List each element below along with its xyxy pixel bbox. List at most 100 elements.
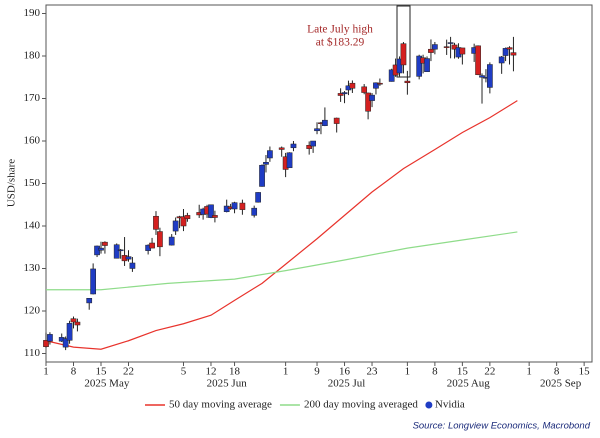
x-group-label: 2025 Jul [328, 378, 366, 390]
candle-body [443, 46, 450, 48]
candle-body [113, 244, 120, 259]
candle-body [239, 202, 246, 210]
x-tick-label: 5 [181, 366, 187, 378]
candle-body [306, 145, 313, 149]
x-group-label: 2025 Aug [447, 378, 491, 390]
candle-body [157, 231, 163, 248]
candle-body [90, 268, 96, 295]
candle-body [290, 143, 297, 149]
highlight-box [396, 5, 411, 78]
candle-body [502, 48, 509, 56]
candle-body [172, 220, 179, 232]
legend-label: 200 day moving averaged [304, 399, 418, 411]
candle-body [66, 323, 73, 341]
candle-body [396, 58, 403, 74]
candle-body [341, 92, 348, 95]
candle-body [377, 82, 383, 85]
y-tick-label: 150 [24, 177, 41, 189]
x-tick-label: 1 [43, 366, 49, 378]
candle-body [259, 164, 265, 187]
candle-body [208, 204, 214, 218]
candle-body [349, 82, 356, 89]
x-tick-label: 8 [71, 366, 77, 378]
x-tick-label: 15 [457, 366, 469, 378]
y-tick-label: 180 [24, 50, 41, 62]
candle-body [459, 47, 466, 55]
y-tick-label: 140 [24, 220, 41, 232]
y-tick-label: 130 [24, 262, 41, 274]
x-tick-label: 9 [314, 366, 320, 378]
x-tick-label: 15 [579, 366, 591, 378]
legend-label: 50 day moving average [169, 399, 272, 411]
y-axis-label: USD/share [6, 159, 18, 207]
x-tick-label: 23 [367, 366, 379, 378]
candle-body [498, 56, 505, 64]
candle-body [428, 48, 434, 53]
x-group-label: 2025 May [84, 378, 129, 390]
legend-label: Nvidia [435, 399, 465, 411]
candle-body [322, 119, 328, 126]
y-tick-label: 110 [24, 347, 41, 359]
candle-body [98, 247, 104, 251]
x-group-label: 2025 Jun [207, 378, 248, 390]
legend-swatch [425, 401, 433, 409]
candle-body [86, 298, 93, 304]
candle-body [267, 150, 273, 159]
candle-body [506, 47, 513, 50]
candle-body [310, 140, 316, 147]
candle-body [432, 44, 438, 50]
candle-body [125, 256, 132, 260]
candle-body [314, 128, 320, 132]
moving-average-line [46, 231, 518, 291]
candle-body [400, 43, 407, 66]
x-tick-label: 15 [95, 366, 107, 378]
candle-body [447, 42, 454, 44]
y-tick-label: 120 [24, 305, 41, 317]
candle-body [129, 262, 136, 269]
candle-body [388, 69, 395, 82]
candle-body [416, 55, 423, 77]
x-tick-label: 16 [339, 366, 351, 378]
candle-body [102, 241, 108, 246]
candle-body [149, 242, 155, 249]
y-tick-label: 160 [24, 135, 41, 147]
y-tick-label: 170 [24, 92, 41, 104]
x-tick-label: 22 [484, 366, 495, 378]
x-tick-label: 18 [229, 366, 241, 378]
x-tick-label: 8 [554, 366, 560, 378]
candle-body [43, 340, 49, 347]
candle-body [487, 64, 493, 88]
candle-body [180, 216, 187, 227]
candle-body [168, 236, 175, 246]
candle-body [404, 80, 411, 84]
candle-body [365, 92, 371, 112]
candle-body [361, 86, 368, 93]
candle-body [212, 215, 218, 218]
candle-body [510, 52, 517, 56]
candle-body [251, 207, 258, 216]
candle-body [184, 215, 191, 220]
candle-body [223, 205, 230, 213]
candle-body [479, 75, 485, 78]
candle-body [333, 117, 340, 124]
candle-body [337, 93, 344, 96]
plot-border [45, 4, 593, 363]
x-group-label: 2025 Sep [540, 378, 582, 390]
candle-body [255, 192, 261, 203]
candle-body [286, 152, 293, 169]
source: Source: Longview Economics, Macrobond [413, 421, 591, 432]
candle-body [74, 321, 81, 326]
x-tick-label: 1 [405, 366, 411, 378]
x-tick-label: 12 [205, 366, 216, 378]
x-tick-label: 8 [432, 366, 438, 378]
candle-body [47, 334, 53, 342]
y-tick-label: 190 [24, 7, 41, 19]
candle-body [231, 202, 238, 210]
moving-average-line [45, 100, 518, 350]
candle-body [369, 94, 375, 101]
candle-body [475, 45, 481, 75]
candle-body [451, 44, 458, 50]
candle-body [278, 147, 285, 150]
